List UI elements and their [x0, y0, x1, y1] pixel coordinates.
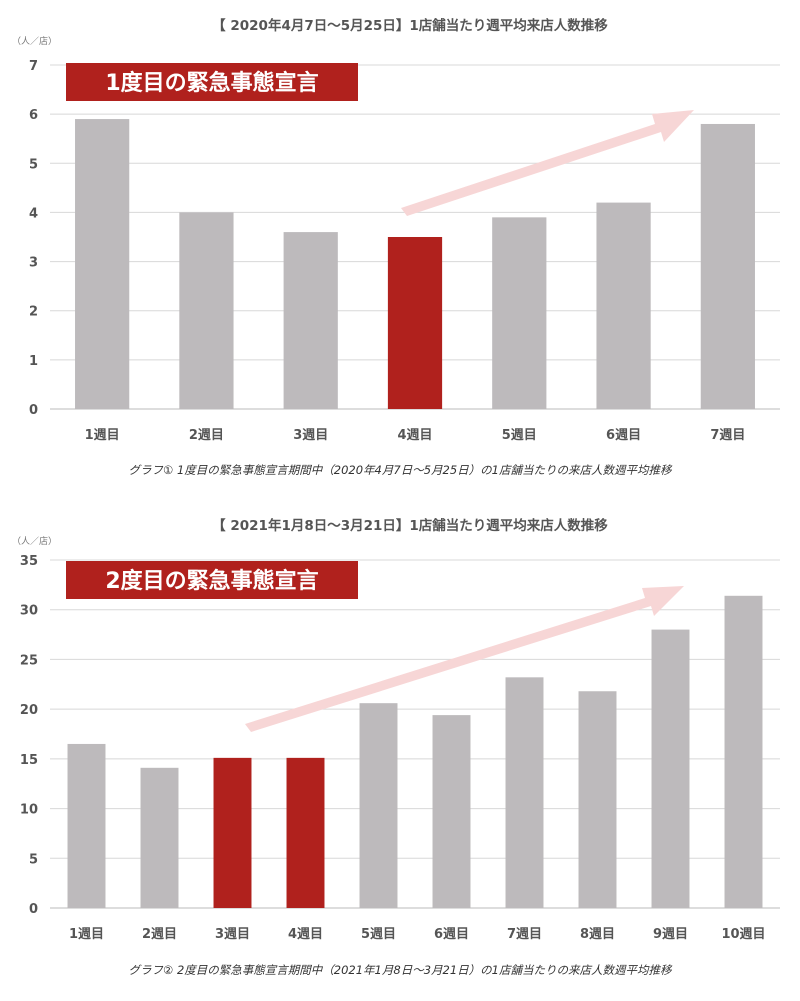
- y-tick-label: 0: [29, 902, 38, 917]
- bar-8週目: [578, 691, 617, 908]
- x-category-label: 3週目: [293, 428, 328, 443]
- y-ticks: 0 1 2 3 4 5 6 7: [29, 59, 38, 418]
- chart-caption: グラフ① 1度目の緊急事態宣言期間中（2020年4月7日〜5月25日）の1店舗当…: [128, 463, 672, 477]
- bar-7週目: [700, 123, 755, 409]
- bar-1週目: [75, 119, 130, 410]
- y-tick-label: 4: [29, 206, 38, 221]
- banner: 1度目の緊急事態宣言: [66, 63, 358, 101]
- x-category-label: 4週目: [288, 927, 323, 942]
- y-tick-label: 0: [29, 403, 38, 418]
- banner-box: [66, 63, 358, 101]
- unit-label: （人／店）: [12, 35, 57, 47]
- x-category-label: 2週目: [142, 927, 177, 942]
- trend-arrow-shape: [401, 110, 694, 216]
- banner: 2度目の緊急事態宣言: [66, 561, 358, 599]
- bar-6週目: [596, 202, 651, 409]
- x-category-label: 6週目: [434, 927, 469, 942]
- y-tick-label: 7: [29, 59, 38, 74]
- x-category-label: 7週目: [710, 428, 745, 443]
- x-category-label: 4週目: [397, 428, 432, 443]
- bar-2週目: [179, 212, 234, 409]
- y-tick-label: 20: [20, 703, 38, 718]
- x-category-label: 2週目: [189, 428, 224, 443]
- bar-3週目: [213, 757, 252, 908]
- y-tick-label: 5: [29, 852, 38, 867]
- x-category-label: 7週目: [507, 927, 542, 942]
- x-category-label: 3週目: [215, 927, 250, 942]
- x-category-label: 1週目: [69, 927, 104, 942]
- trend-arrow-shape: [245, 586, 684, 732]
- bar-1週目: [67, 743, 106, 908]
- y-tick-label: 1: [29, 354, 38, 369]
- bar-6週目: [432, 715, 471, 908]
- y-tick-label: 35: [20, 554, 38, 569]
- trend-arrow: [245, 586, 684, 732]
- bars: [67, 595, 763, 908]
- y-tick-label: 25: [20, 653, 38, 668]
- chart-1: 【 2020年4月7日〜5月25日】1店舗当たり週平均来店人数推移 （人／店） …: [0, 0, 800, 500]
- y-tick-label: 3: [29, 256, 38, 271]
- y-ticks: 0 5 10 15 20 25 30 35: [20, 554, 38, 917]
- bars: [75, 119, 755, 410]
- bar-10週目: [724, 595, 763, 908]
- chart-2-svg: 【 2021年1月8日〜3月21日】1店舗当たり週平均来店人数推移 （人／店） …: [12, 517, 780, 942]
- bar-7週目: [505, 677, 544, 908]
- x-category-label: 6週目: [606, 428, 641, 443]
- x-categories: 1週目 2週目 3週目 4週目 5週目 6週目 7週目: [85, 428, 746, 443]
- y-tick-label: 15: [20, 753, 38, 768]
- bar-2週目: [140, 767, 179, 908]
- y-tick-label: 30: [20, 604, 38, 619]
- y-tick-label: 6: [29, 108, 38, 123]
- x-categories: 1週目 2週目 3週目 4週目 5週目 6週目 7週目 8週目 9週目 10週目: [69, 927, 766, 942]
- bar-4週目: [286, 757, 325, 908]
- trend-arrow: [401, 110, 694, 216]
- bar-5週目: [492, 217, 547, 409]
- x-category-label: 5週目: [361, 927, 396, 942]
- unit-label: （人／店）: [12, 535, 57, 547]
- banner-box: [66, 561, 358, 599]
- chart-caption: グラフ② 2度目の緊急事態宣言期間中（2021年1月8日〜3月21日）の1店舗当…: [128, 963, 672, 977]
- bar-9週目: [651, 629, 690, 908]
- chart-title: 【 2020年4月7日〜5月25日】1店舗当たり週平均来店人数推移: [212, 17, 608, 34]
- x-category-label: 8週目: [580, 927, 615, 942]
- chart-2: 【 2021年1月8日〜3月21日】1店舗当たり週平均来店人数推移 （人／店） …: [0, 500, 800, 1001]
- chart-1-svg: 【 2020年4月7日〜5月25日】1店舗当たり週平均来店人数推移 （人／店） …: [12, 17, 780, 443]
- x-category-label: 9週目: [653, 927, 688, 942]
- banner-text: 1度目の緊急事態宣言: [105, 70, 318, 96]
- chart-title: 【 2021年1月8日〜3月21日】1店舗当たり週平均来店人数推移: [212, 517, 608, 534]
- bar-5週目: [359, 703, 398, 908]
- banner-text: 2度目の緊急事態宣言: [105, 568, 318, 594]
- x-category-label: 1週目: [85, 428, 120, 443]
- y-tick-label: 2: [29, 305, 38, 320]
- y-tick-label: 5: [29, 157, 38, 172]
- x-category-label: 10週目: [721, 927, 765, 942]
- x-category-label: 5週目: [502, 428, 537, 443]
- y-tick-label: 10: [20, 803, 38, 818]
- bar-3週目: [283, 232, 338, 409]
- bar-4週目: [387, 237, 443, 409]
